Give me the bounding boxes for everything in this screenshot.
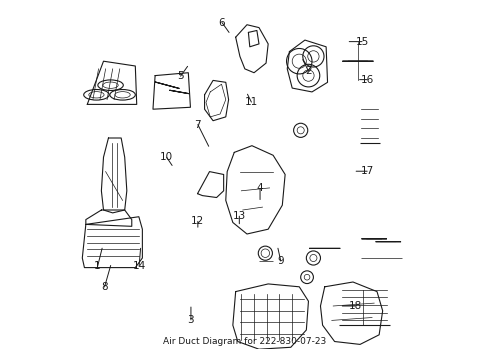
Text: 18: 18: [348, 301, 361, 311]
Text: 15: 15: [355, 37, 368, 46]
Text: 10: 10: [160, 152, 173, 162]
Text: 11: 11: [244, 97, 258, 107]
Text: 17: 17: [360, 166, 373, 176]
Text: 13: 13: [232, 211, 245, 221]
Text: 7: 7: [194, 120, 201, 130]
Text: 8: 8: [101, 282, 108, 292]
Text: Air Duct Diagram for 222-830-07-23: Air Duct Diagram for 222-830-07-23: [163, 337, 325, 346]
Text: 5: 5: [177, 71, 183, 81]
Text: 16: 16: [360, 75, 373, 85]
Text: 1: 1: [94, 261, 101, 271]
Text: 12: 12: [191, 216, 204, 226]
Text: 6: 6: [218, 18, 225, 28]
Text: 4: 4: [256, 184, 263, 193]
Text: 2: 2: [305, 66, 311, 76]
Text: 9: 9: [277, 256, 284, 266]
Text: 3: 3: [187, 315, 194, 325]
Text: 14: 14: [132, 261, 145, 271]
